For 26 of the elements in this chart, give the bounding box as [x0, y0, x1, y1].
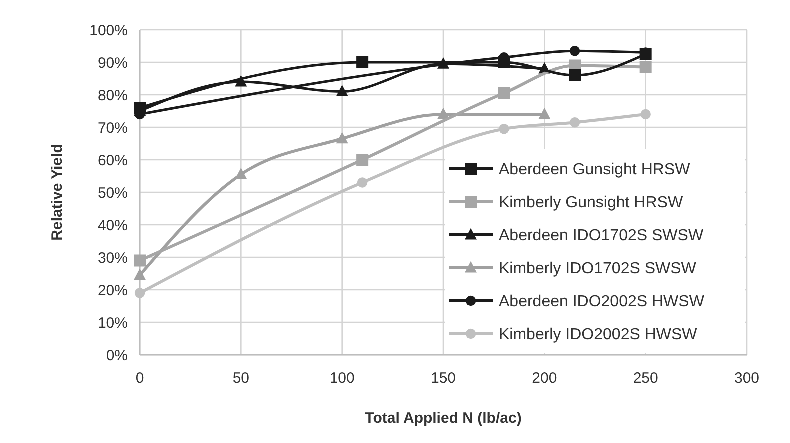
x-tick-label: 50	[232, 370, 250, 387]
legend-label: Aberdeen IDO1702S SWSW	[499, 228, 704, 245]
y-tick-label: 30%	[98, 250, 128, 267]
legend-label: Aberdeen IDO2002S HWSW	[499, 294, 706, 311]
x-tick-label: 250	[633, 370, 658, 387]
x-tick-label: 100	[330, 370, 355, 387]
x-tick-label: 150	[430, 370, 456, 387]
y-tick-label: 0%	[106, 347, 128, 364]
y-tick-label: 70%	[98, 120, 128, 137]
legend-label: Kimberly Gunsight HRSW	[499, 194, 684, 212]
legend-label: Kimberly IDO1702S SWSW	[499, 260, 698, 278]
x-axis-title: Total Applied N (lb/ac)	[365, 410, 522, 427]
y-tick-label: 90%	[98, 54, 128, 72]
y-tick-label: 20%	[98, 282, 128, 300]
x-tick-label: 200	[532, 370, 558, 387]
x-tick-label: 300	[734, 370, 760, 387]
y-tick-label: 60%	[98, 152, 128, 170]
y-axis-title: Relative Yield	[49, 144, 66, 241]
legend-label: Kimberly IDO2002S HWSW	[499, 326, 698, 344]
y-tick-label: 50%	[98, 184, 128, 202]
legend-label: Aberdeen Gunsight HRSW	[499, 162, 692, 179]
y-tick-label: 100%	[90, 22, 128, 40]
y-tick-label: 80%	[98, 87, 128, 104]
x-tick-label: 0	[136, 370, 144, 387]
y-tick-label: 40%	[98, 217, 128, 234]
y-tick-label: 10%	[98, 314, 128, 332]
